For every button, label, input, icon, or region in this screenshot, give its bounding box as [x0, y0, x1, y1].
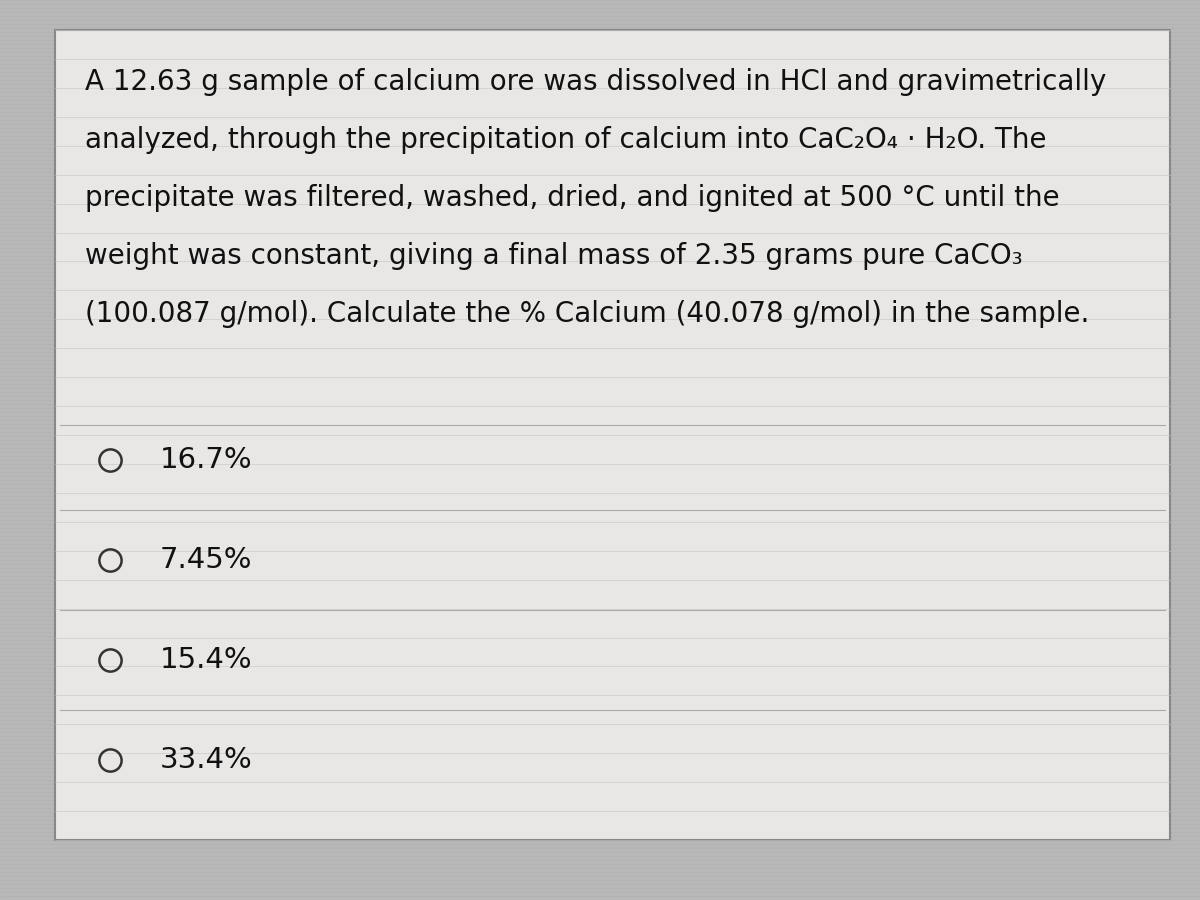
Text: precipitate was filtered, washed, dried, and ignited at 500 °C until the: precipitate was filtered, washed, dried,…	[85, 184, 1060, 212]
Text: A 12.63 g sample of calcium ore was dissolved in HCl and gravimetrically: A 12.63 g sample of calcium ore was diss…	[85, 68, 1106, 96]
Text: 33.4%: 33.4%	[160, 746, 253, 774]
Text: (100.087 g/mol). Calculate the % Calcium (40.078 g/mol) in the sample.: (100.087 g/mol). Calculate the % Calcium…	[85, 300, 1090, 328]
Text: 7.45%: 7.45%	[160, 546, 252, 574]
Text: weight was constant, giving a final mass of 2.35 grams pure CaCO₃: weight was constant, giving a final mass…	[85, 242, 1022, 270]
Text: 15.4%: 15.4%	[160, 646, 253, 674]
Text: 16.7%: 16.7%	[160, 446, 253, 474]
Text: analyzed, through the precipitation of calcium into CaC₂O₄ · H₂O. The: analyzed, through the precipitation of c…	[85, 126, 1046, 154]
